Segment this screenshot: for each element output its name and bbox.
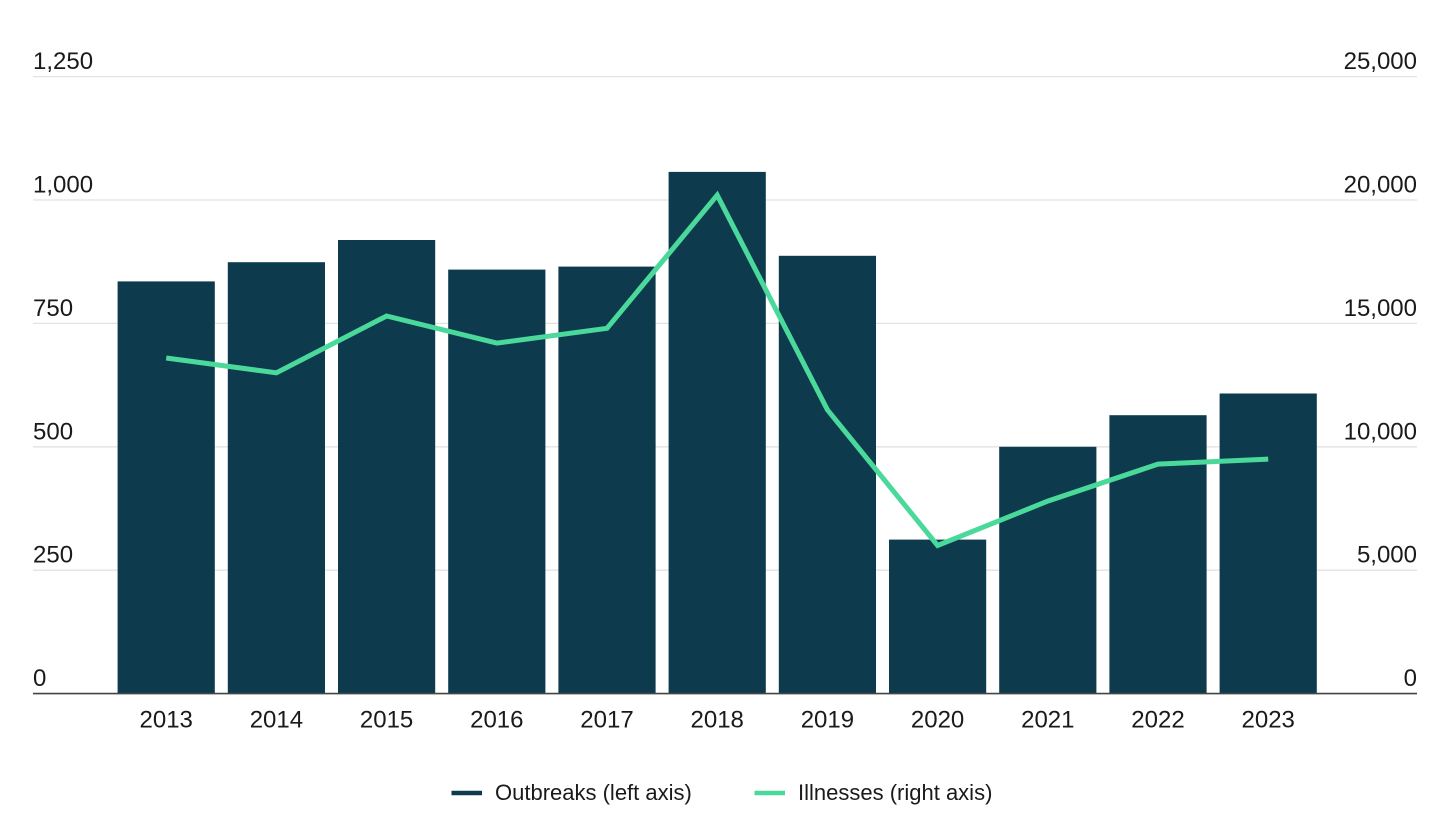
svg-text:2020: 2020 (911, 707, 964, 734)
svg-text:Illnesses (right axis): Illnesses (right axis) (798, 780, 992, 805)
svg-text:2013: 2013 (140, 707, 193, 734)
svg-text:1,250: 1,250 (33, 48, 93, 75)
svg-text:2018: 2018 (691, 707, 744, 734)
svg-text:2014: 2014 (250, 707, 303, 734)
svg-text:5,000: 5,000 (1357, 542, 1417, 569)
svg-text:10,000: 10,000 (1344, 418, 1417, 445)
svg-text:2023: 2023 (1242, 707, 1295, 734)
svg-text:0: 0 (1404, 665, 1417, 692)
svg-text:250: 250 (33, 542, 73, 569)
svg-text:Outbreaks (left axis): Outbreaks (left axis) (495, 780, 692, 805)
svg-text:2021: 2021 (1021, 707, 1074, 734)
svg-text:20,000: 20,000 (1344, 172, 1417, 199)
svg-text:2019: 2019 (801, 707, 854, 734)
svg-text:2016: 2016 (470, 707, 523, 734)
svg-text:0: 0 (33, 665, 46, 692)
svg-text:750: 750 (33, 295, 73, 322)
svg-text:1,000: 1,000 (33, 172, 93, 199)
svg-text:15,000: 15,000 (1344, 295, 1417, 322)
svg-text:2022: 2022 (1131, 707, 1184, 734)
svg-text:2017: 2017 (580, 707, 633, 734)
svg-text:25,000: 25,000 (1344, 48, 1417, 75)
svg-text:500: 500 (33, 418, 73, 445)
svg-text:2015: 2015 (360, 707, 413, 734)
